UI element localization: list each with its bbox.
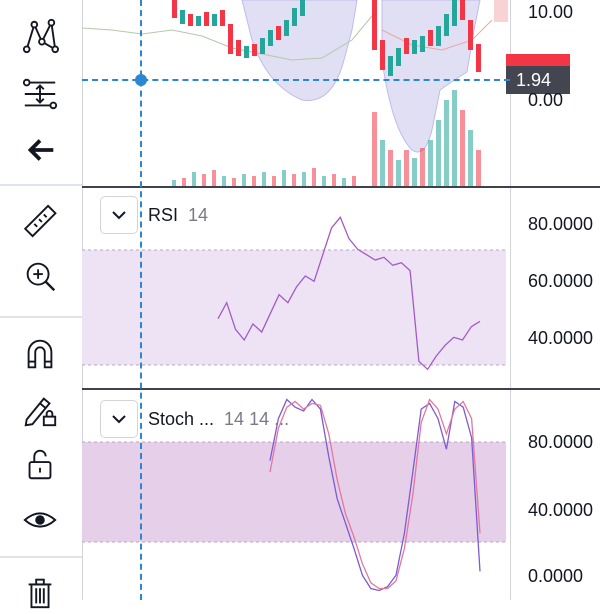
candlesticks bbox=[172, 0, 481, 76]
stoch-legend: Stoch ... 14 14 ... bbox=[100, 400, 289, 438]
unlock-icon bbox=[28, 449, 52, 480]
rsi-title: RSI bbox=[148, 204, 179, 225]
lock-drawings-tool[interactable] bbox=[14, 388, 66, 432]
pane-separator[interactable] bbox=[82, 186, 600, 188]
crosshair-point[interactable] bbox=[135, 74, 147, 86]
rsi-line bbox=[217, 216, 481, 371]
stoch-band bbox=[82, 442, 506, 542]
rsi-scale-label: 80.0000 bbox=[528, 214, 594, 234]
rsi-scale[interactable] bbox=[510, 188, 600, 388]
toolbar-divider bbox=[0, 316, 82, 318]
xabcd-pattern-icon bbox=[22, 18, 59, 54]
stoch-title: Stoch ... bbox=[148, 408, 215, 429]
volume-bars bbox=[172, 90, 481, 186]
last-price-tag bbox=[506, 54, 570, 68]
remove-drawings-tool[interactable] bbox=[14, 570, 66, 614]
back-button[interactable] bbox=[14, 128, 66, 172]
rsi-params: 14 bbox=[188, 204, 209, 225]
stoch-collapse-button[interactable] bbox=[100, 400, 138, 438]
hide-drawings-tool[interactable] bbox=[14, 498, 66, 542]
chevron-down-icon bbox=[112, 211, 126, 220]
stoch-k-line bbox=[269, 398, 481, 592]
fib-levels-tool[interactable] bbox=[14, 72, 66, 116]
pane-separator[interactable] bbox=[82, 388, 600, 390]
drawing-toolbar bbox=[0, 0, 83, 609]
rsi-collapse-button[interactable] bbox=[100, 196, 138, 234]
chevron-down-icon bbox=[112, 415, 126, 424]
magnet-tool[interactable] bbox=[14, 332, 66, 376]
ruler-icon bbox=[23, 204, 57, 238]
eye-icon bbox=[23, 512, 57, 528]
rsi-scale-label: 60.0000 bbox=[528, 271, 594, 291]
chart-area[interactable]: 10.00 1.94 0.00 RSI 14 80.0000 60.0000 4… bbox=[82, 0, 600, 600]
stoch-pane[interactable] bbox=[82, 390, 510, 600]
zoom-in-icon bbox=[26, 262, 56, 292]
rsi-scale-label: 40.0000 bbox=[528, 328, 594, 348]
price-pane[interactable] bbox=[82, 0, 510, 186]
fib-levels-icon bbox=[22, 78, 58, 110]
price-label: 10.00 bbox=[528, 2, 574, 22]
xabcd-pattern-tool[interactable] bbox=[14, 14, 66, 58]
rsi-band bbox=[82, 250, 506, 365]
crosshair-vertical bbox=[140, 0, 142, 600]
stoch-d-line bbox=[269, 398, 481, 590]
magnet-icon bbox=[27, 339, 53, 369]
arrow-left-icon bbox=[27, 139, 54, 161]
toolbar-divider bbox=[0, 184, 82, 186]
crosshair-horizontal bbox=[82, 79, 510, 81]
stoch-scale-label: 0.0000 bbox=[528, 566, 584, 586]
stoch-scale-label: 40.0000 bbox=[528, 500, 594, 520]
rsi-legend: RSI 14 bbox=[100, 196, 208, 234]
stoch-params: 14 14 ... bbox=[224, 408, 290, 429]
stoch-scale[interactable] bbox=[510, 390, 600, 600]
pencil-lock-icon bbox=[24, 397, 57, 427]
crosshair-price-tag: 1.94 bbox=[506, 66, 570, 94]
stoch-scale-label: 80.0000 bbox=[528, 432, 594, 452]
rsi-pane[interactable] bbox=[82, 188, 510, 388]
trash-icon bbox=[28, 578, 52, 609]
lock-all-tool[interactable] bbox=[14, 442, 66, 486]
zoom-in-tool[interactable] bbox=[14, 254, 66, 298]
price-label: 0.00 bbox=[528, 90, 564, 110]
measure-tool[interactable] bbox=[14, 200, 66, 244]
toolbar-divider bbox=[0, 556, 82, 558]
